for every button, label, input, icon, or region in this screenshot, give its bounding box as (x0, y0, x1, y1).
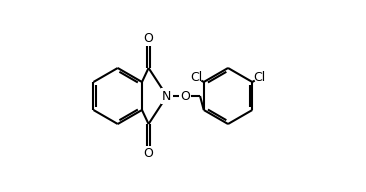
Text: N: N (162, 89, 172, 103)
Text: Cl: Cl (254, 71, 266, 84)
Text: Cl: Cl (190, 71, 202, 84)
Text: O: O (180, 89, 190, 103)
Text: O: O (143, 147, 153, 160)
Text: O: O (143, 32, 153, 45)
